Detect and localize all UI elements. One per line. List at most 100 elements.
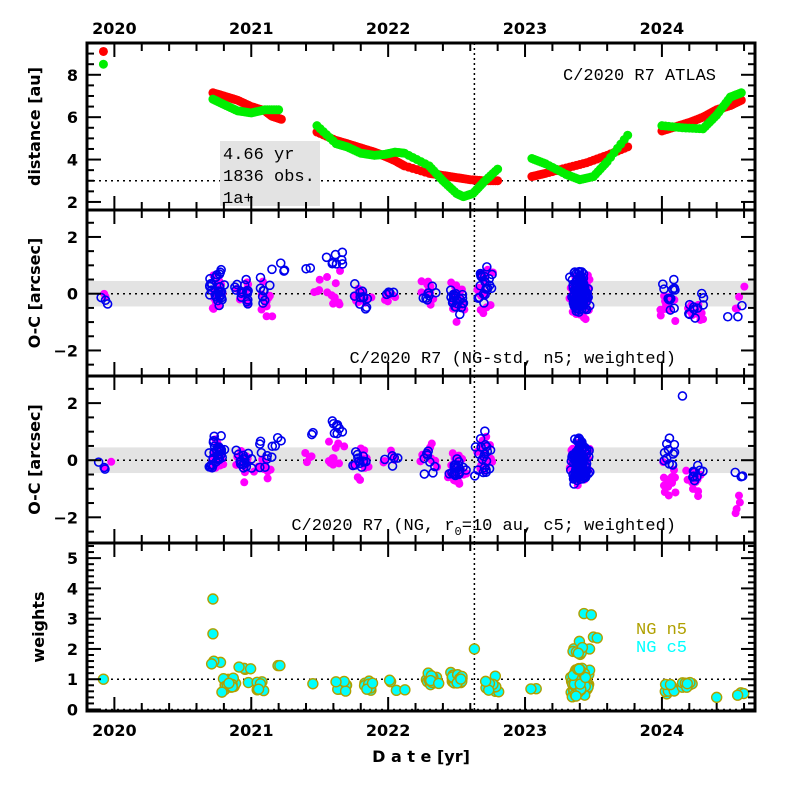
data-point	[328, 418, 339, 429]
data-point	[734, 491, 743, 500]
x-tick-label-bottom: 2022	[366, 721, 411, 740]
y-axis-label: distance [au]	[25, 67, 44, 186]
y-tick-label: 6	[67, 108, 78, 127]
data-point	[383, 674, 396, 686]
data-point	[570, 690, 582, 702]
data-point	[238, 450, 249, 461]
data-point	[669, 303, 679, 314]
data-point	[656, 305, 665, 314]
data-point	[332, 419, 343, 430]
data-point	[659, 481, 668, 490]
data-point	[493, 176, 503, 186]
data-point	[481, 441, 492, 452]
data-point	[233, 661, 245, 673]
data-point	[710, 691, 723, 704]
data-point	[736, 471, 747, 482]
x-tick-label-bottom: 2021	[229, 721, 274, 740]
data-point	[572, 475, 582, 486]
data-point	[305, 263, 316, 273]
data-point	[339, 685, 352, 697]
data-point	[454, 467, 464, 477]
data-point	[430, 461, 440, 472]
data-point	[433, 677, 445, 690]
y-tick-label: 0	[67, 285, 78, 304]
data-point	[477, 454, 488, 465]
y-tick-label: 1	[67, 670, 78, 689]
data-point	[688, 471, 699, 482]
data-point	[659, 455, 669, 466]
data-point	[570, 294, 580, 305]
data-point	[362, 293, 373, 304]
data-point	[349, 279, 360, 289]
legend-entry: NG c5	[636, 639, 687, 658]
x-tick-label-bottom: 2024	[640, 721, 685, 740]
data-point	[574, 434, 585, 444]
data-point	[671, 488, 680, 497]
y-axis-label: weights	[29, 591, 48, 662]
data-point	[383, 297, 392, 306]
data-point	[416, 457, 425, 466]
x-axis-label: D a t e [yr]	[372, 747, 470, 766]
y-tick-label: 8	[67, 66, 78, 85]
data-point	[98, 46, 108, 56]
data-point	[205, 273, 215, 284]
data-point	[276, 114, 286, 124]
data-point	[355, 292, 366, 303]
data-point	[350, 447, 361, 457]
data-point	[427, 281, 438, 291]
data-point	[330, 676, 342, 688]
data-point	[216, 686, 228, 698]
data-point	[669, 447, 680, 458]
data-point	[476, 442, 486, 452]
data-point	[482, 303, 491, 312]
data-point	[737, 300, 747, 311]
data-point	[399, 684, 411, 696]
data-point	[575, 274, 585, 285]
data-point	[236, 292, 247, 302]
data-point	[255, 436, 266, 447]
data-point	[731, 689, 744, 701]
data-point	[329, 428, 340, 439]
data-point	[389, 453, 400, 463]
data-point	[231, 445, 242, 456]
data-point	[656, 311, 665, 320]
data-point	[657, 279, 668, 289]
data-point	[468, 643, 481, 655]
y-tick-label: 2	[67, 193, 78, 212]
info-box-line: 1a+	[223, 190, 254, 209]
y-tick-label: 0	[67, 451, 78, 470]
data-point	[279, 266, 289, 276]
data-point	[735, 292, 744, 301]
data-point	[572, 289, 582, 300]
data-point	[591, 632, 603, 644]
info-box-line: 4.66 yr	[223, 146, 294, 165]
data-point	[565, 272, 575, 282]
data-point	[315, 275, 324, 284]
info-box	[220, 141, 320, 206]
data-point	[274, 659, 286, 672]
data-point	[696, 288, 707, 299]
data-point	[698, 300, 709, 310]
data-point	[214, 454, 225, 465]
data-point	[733, 304, 742, 313]
data-point	[379, 454, 390, 465]
data-point	[384, 287, 395, 298]
x-tick-label-top: 2023	[503, 19, 548, 38]
data-point	[366, 677, 379, 689]
data-point	[323, 273, 332, 282]
data-point	[256, 447, 267, 458]
data-point	[481, 467, 491, 478]
data-point	[268, 312, 277, 321]
data-point	[276, 435, 286, 446]
data-point	[480, 289, 490, 300]
data-point	[263, 474, 272, 483]
panel-label: C/2020 R7 (NG, r0=10 au, c5; weighted)	[291, 517, 676, 539]
data-point	[98, 59, 108, 69]
data-point	[698, 293, 709, 303]
data-point	[482, 262, 492, 272]
data-point	[692, 460, 703, 471]
data-point	[667, 460, 678, 470]
data-point	[740, 282, 749, 291]
data-point	[235, 459, 246, 469]
